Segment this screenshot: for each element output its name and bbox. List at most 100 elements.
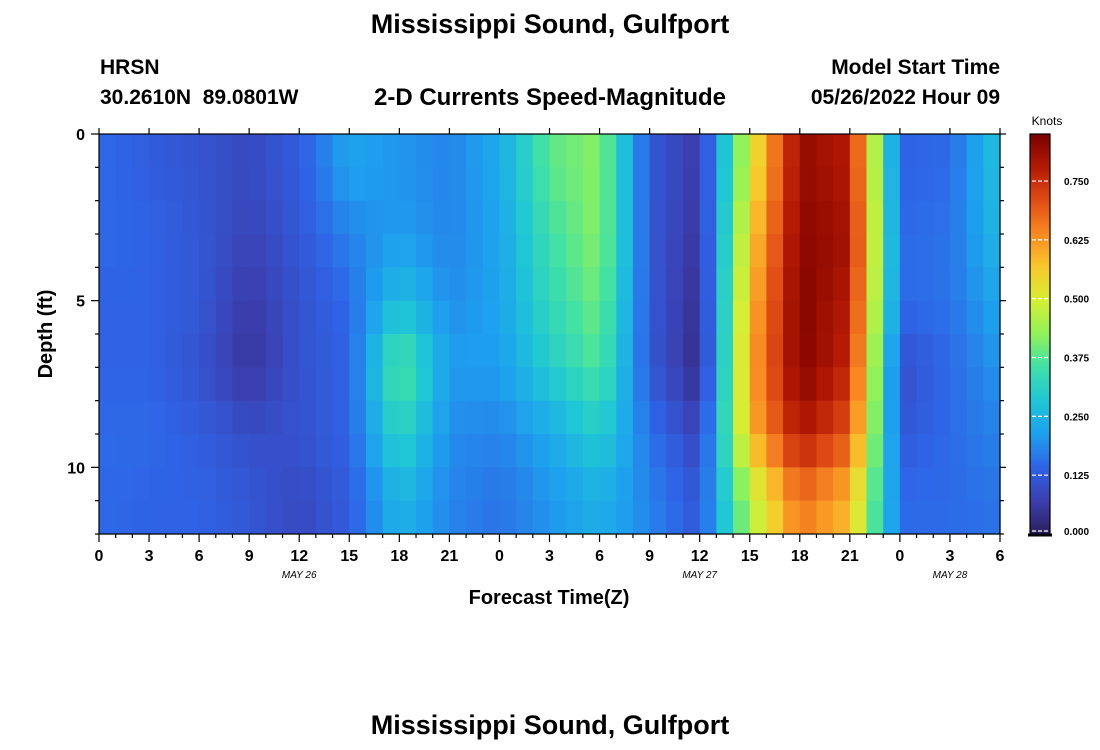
colorbar-tick-label: 0.000 (1064, 527, 1089, 538)
heatmap-cell (315, 467, 334, 502)
heatmap-cell (983, 167, 1001, 202)
heatmap-cell (315, 367, 334, 402)
heatmap-cell (833, 200, 851, 235)
heatmap-cell (399, 267, 417, 302)
heatmap-cell (399, 300, 417, 335)
heatmap-cell (749, 467, 768, 502)
heatmap-cell (666, 167, 684, 202)
heatmap-cell (716, 467, 734, 502)
heatmap-cell (582, 300, 601, 335)
heatmap-cell (382, 134, 400, 168)
heatmap-cell (365, 134, 384, 168)
heatmap-cell (899, 467, 918, 502)
heatmap-cell (966, 434, 984, 468)
heatmap-cell (682, 200, 701, 235)
heatmap-cell (249, 434, 267, 468)
heatmap-cell (783, 434, 801, 468)
heatmap-cell (566, 467, 584, 502)
bottom-title: Mississippi Sound, Gulfport (370, 710, 730, 740)
heatmap-cell (699, 167, 717, 202)
x-tick-label: 21 (841, 548, 859, 565)
heatmap-cell (516, 167, 534, 202)
heatmap-cell (365, 200, 384, 235)
heatmap-cell (215, 500, 234, 535)
heatmap-cell (99, 367, 117, 402)
date-label: MAY 26 (282, 570, 317, 581)
heatmap-cell (949, 234, 968, 268)
heatmap-cell (232, 134, 250, 168)
heatmap-cell (966, 234, 984, 268)
heatmap-cell (666, 200, 684, 235)
heatmap-cell (532, 400, 551, 435)
heatmap-cell (215, 234, 234, 268)
heatmap-cell (99, 467, 117, 502)
x-tick-label: 0 (495, 548, 504, 565)
heatmap-cell (132, 500, 150, 535)
x-tick-label: 6 (595, 548, 604, 565)
heatmap-cell (883, 167, 901, 202)
heatmap-cell (299, 200, 317, 235)
heatmap-cell (799, 500, 818, 535)
heatmap-cell (899, 267, 918, 302)
heatmap-cell (449, 267, 467, 302)
heatmap-cell (916, 434, 934, 468)
heatmap-cell (416, 467, 434, 502)
heatmap-cell (532, 134, 551, 168)
heatmap-cell (315, 200, 334, 235)
heatmap-cell (449, 134, 467, 168)
heatmap-cell (816, 367, 834, 402)
heatmap-cell (566, 334, 584, 368)
heatmap-cell (983, 134, 1001, 168)
heatmap-cell (332, 400, 350, 435)
x-tick-label: 0 (895, 548, 904, 565)
heatmap-cell (733, 267, 751, 302)
y-axis-label: Depth (ft) (35, 290, 57, 379)
heatmap-cell (866, 434, 884, 468)
heatmap-cell (632, 234, 651, 268)
heatmap-cell (733, 467, 751, 502)
heatmap-cell (132, 467, 150, 502)
heatmap-cell (282, 234, 300, 268)
heatmap-cell (799, 300, 818, 335)
heatmap-cell (149, 234, 167, 268)
heatmap-cell (416, 134, 434, 168)
colorbar-gradient (1029, 133, 1051, 535)
heatmap-cell (432, 234, 450, 268)
station-coordinates: 30.2610N 89.0801W (100, 86, 299, 109)
heatmap-cell (416, 434, 434, 468)
heatmap-cell (749, 267, 768, 302)
heatmap-cell (716, 134, 734, 168)
heatmap-cell (816, 200, 834, 235)
heatmap-cell (699, 500, 717, 535)
heatmap-cell (566, 500, 584, 535)
heatmap-cell (199, 434, 217, 468)
heatmap-cell (632, 367, 651, 402)
heatmap-cells (99, 134, 1001, 535)
heatmap-cell (382, 200, 400, 235)
heatmap-cell (766, 500, 784, 535)
heatmap-cell (115, 134, 133, 168)
heatmap-cell (816, 434, 834, 468)
heatmap-cell (449, 334, 467, 368)
heatmap-cell (699, 267, 717, 302)
heatmap-cell (482, 167, 501, 202)
heatmap-cell (849, 367, 868, 402)
heatmap-cell (616, 234, 634, 268)
heatmap-cell (416, 367, 434, 402)
heatmap-cell (799, 267, 818, 302)
heatmap-cell (432, 434, 450, 468)
heatmap-cell (549, 267, 567, 302)
heatmap-cell (766, 467, 784, 502)
heatmap-cell (232, 400, 250, 435)
heatmap-cell (983, 467, 1001, 502)
heatmap-cell (549, 234, 567, 268)
heatmap-cell (933, 434, 951, 468)
heatmap-cell (883, 134, 901, 168)
heatmap-cell (699, 400, 717, 435)
heatmap-cell (682, 134, 701, 168)
heatmap-cell (699, 300, 717, 335)
heatmap-cell (616, 134, 634, 168)
heatmap-cell (699, 434, 717, 468)
heatmap-cell (833, 400, 851, 435)
heatmap-cell (365, 334, 384, 368)
